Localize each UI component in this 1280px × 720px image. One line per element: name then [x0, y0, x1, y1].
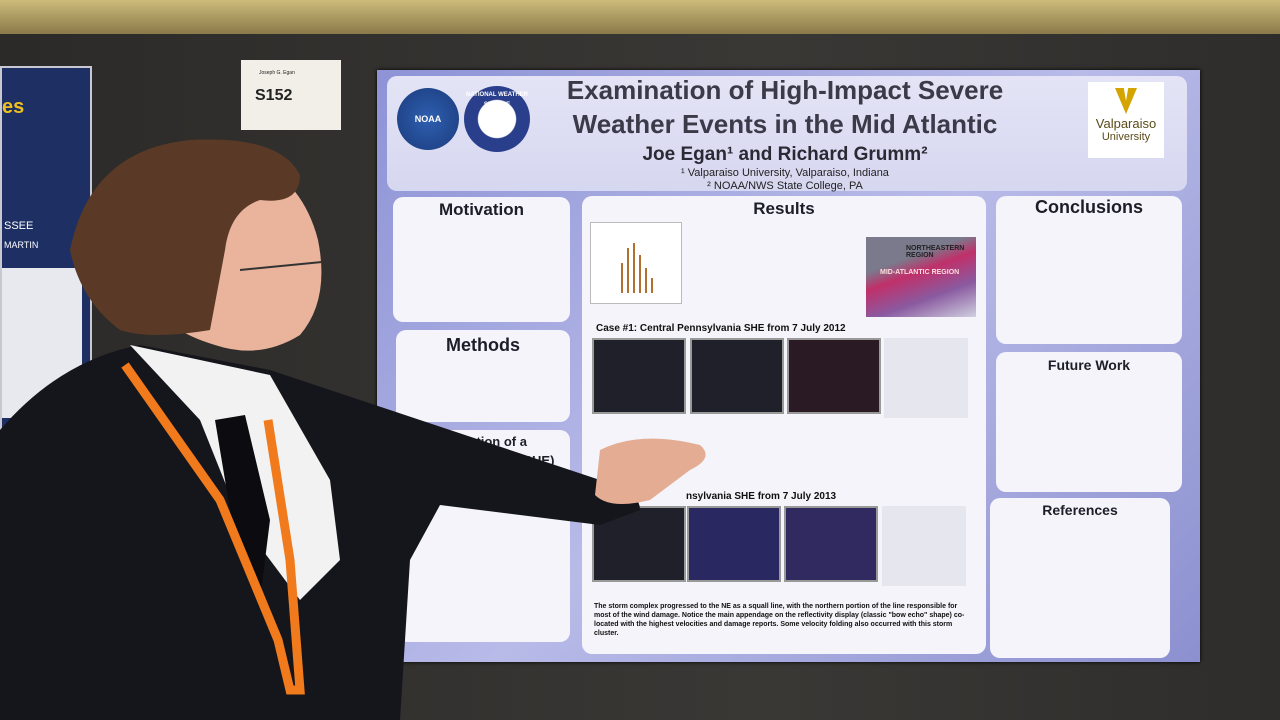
- noaa-logo: NOAA: [397, 88, 459, 150]
- radar-image: [690, 338, 784, 414]
- section-box: References: [990, 498, 1170, 658]
- university-logo: Valparaiso University: [1088, 82, 1164, 158]
- radar-image: [787, 338, 881, 414]
- logo-text: Valparaiso: [1095, 116, 1157, 131]
- section-box: Motivation: [393, 197, 570, 322]
- section-heading: Motivation: [439, 200, 524, 219]
- report-map: [882, 506, 966, 586]
- case-text: The storm complex progressed to the NE a…: [594, 603, 965, 637]
- radar-image: [687, 506, 781, 582]
- poster-title: Weather Events in the Mid Atlantic: [572, 109, 998, 139]
- histogram: [621, 243, 653, 293]
- fragment: SSEE: [4, 220, 34, 232]
- section-box: Conclusions: [996, 196, 1182, 344]
- section-heading: Future Work: [1047, 357, 1131, 373]
- authors: Joe Egan¹ and Richard Grumm²: [642, 144, 928, 165]
- report-map: [884, 338, 968, 418]
- section-heading: References: [1042, 502, 1118, 518]
- ceiling: [0, 0, 1280, 34]
- poster-title: Examination of High-Impact Severe: [566, 75, 1004, 105]
- section-box: Methods: [396, 330, 570, 422]
- board-tag: Joseph G. Egan S152: [241, 60, 341, 130]
- nws-logo: NATIONAL WEATHER SERVICE: [464, 86, 530, 152]
- section-heading: Conclusions: [1034, 197, 1143, 217]
- radar-image: [592, 338, 686, 414]
- map-label: MID-ATLANTIC REGION: [880, 269, 960, 276]
- histogram-figure: [590, 222, 682, 304]
- case-title: nsylvania SHE from 7 July 2013: [686, 491, 837, 502]
- affiliation: ¹ Valparaiso University, Valparaiso, Ind…: [681, 167, 889, 179]
- tag-name: Joseph G. Egan: [259, 70, 295, 76]
- section-box: Future Work: [996, 352, 1182, 492]
- tag-number: S152: [255, 87, 293, 104]
- region-map: NORTHEASTERN REGION MID-ATLANTIC REGION: [866, 237, 976, 317]
- fragment: es: [2, 96, 25, 118]
- case-title: Case #1: Central Pennsylvania SHE from 7…: [596, 323, 846, 334]
- affiliation: ² NOAA/NWS State College, PA: [707, 180, 863, 192]
- radar-image: [784, 506, 878, 582]
- fragment: MARTIN: [4, 240, 39, 250]
- section-heading: Results: [753, 199, 815, 218]
- section-heading: Methods: [446, 335, 520, 355]
- map-label: NORTHEASTERN REGION: [906, 245, 965, 259]
- logo-text: University: [1101, 131, 1151, 143]
